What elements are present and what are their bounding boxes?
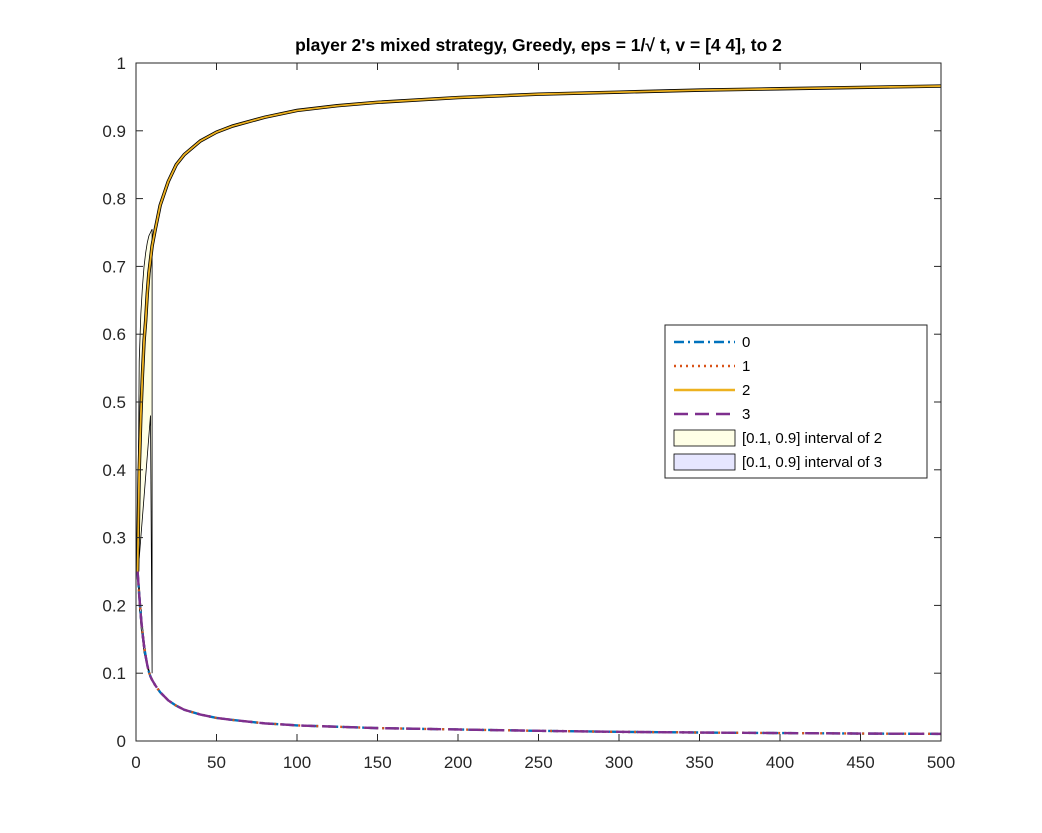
x-tick-label: 400 bbox=[766, 753, 794, 772]
x-tick-label: 200 bbox=[444, 753, 472, 772]
y-tick-label: 0.4 bbox=[102, 461, 126, 480]
y-tick-label: 0.7 bbox=[102, 257, 126, 276]
x-tick-label: 250 bbox=[524, 753, 552, 772]
legend-label-3: 3 bbox=[742, 406, 750, 423]
y-tick-label: 0.1 bbox=[102, 664, 126, 683]
y-tick-label: 1 bbox=[117, 54, 126, 73]
series-line-3 bbox=[136, 571, 942, 736]
legend-label-band-2: [0.1, 0.9] interval of 2 bbox=[742, 430, 882, 447]
legend-label-2: 2 bbox=[742, 382, 750, 399]
x-tick-label: 150 bbox=[363, 753, 391, 772]
legend-swatch-band-2 bbox=[673, 429, 736, 447]
series-line-0 bbox=[136, 571, 942, 736]
legend: 0 1 2 3 [0.1, 0.9] interval of 2 [0.1, 0.9] i… bbox=[664, 324, 928, 479]
y-tick-label: 0.5 bbox=[102, 393, 126, 412]
series-line-1 bbox=[136, 571, 942, 736]
legend-swatch-band-3 bbox=[673, 453, 736, 471]
y-tick-label: 0.3 bbox=[102, 529, 126, 548]
chart-title: player 2's mixed strategy, Greedy, eps =… bbox=[295, 35, 782, 55]
series-lines bbox=[135, 84, 942, 736]
x-tick-label: 0 bbox=[131, 753, 140, 772]
band-interval-3 bbox=[137, 571, 153, 681]
y-tick-label: 0.8 bbox=[102, 190, 126, 209]
x-tick-label: 450 bbox=[846, 753, 874, 772]
x-tick-label: 100 bbox=[283, 753, 311, 772]
x-tick-label: 300 bbox=[605, 753, 633, 772]
x-tick-label: 500 bbox=[927, 753, 955, 772]
series-line-2 bbox=[136, 85, 942, 572]
y-tick-label: 0.2 bbox=[102, 596, 126, 615]
legend-label-band-3: [0.1, 0.9] interval of 3 bbox=[742, 454, 882, 471]
legend-label-1: 1 bbox=[742, 358, 750, 375]
x-tick-label: 350 bbox=[685, 753, 713, 772]
y-tick-label: 0 bbox=[117, 732, 126, 751]
y-tick-label: 0.9 bbox=[102, 122, 126, 141]
axis-ticks: 0 50 100 150 200 250 300 350 400 450 500 0 0.1 0.2 0.3… bbox=[102, 54, 955, 772]
band-interval-2 bbox=[137, 228, 153, 674]
y-tick-label: 0.6 bbox=[102, 325, 126, 344]
legend-box bbox=[664, 324, 928, 479]
x-tick-label: 50 bbox=[207, 753, 226, 772]
legend-label-0: 0 bbox=[742, 334, 750, 351]
